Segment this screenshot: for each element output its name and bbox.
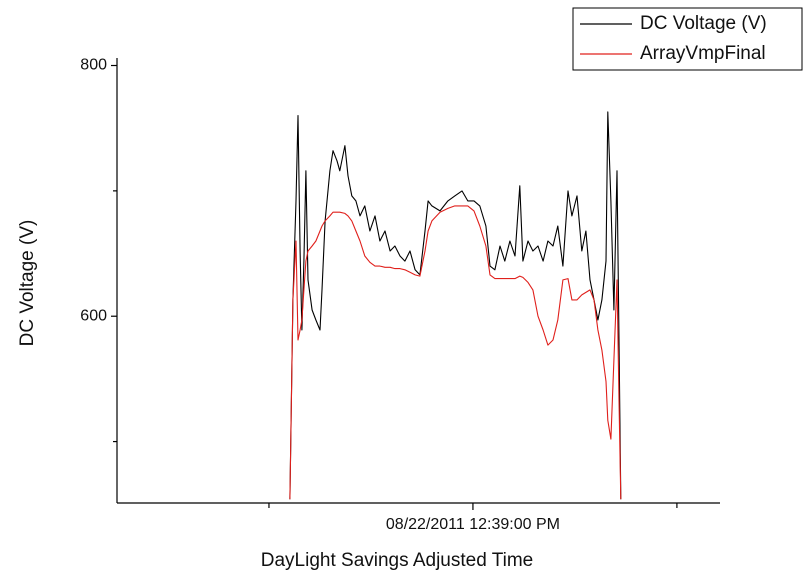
y-axis-title: DC Voltage (V): [17, 220, 38, 347]
legend-box: [572, 7, 803, 71]
plot-area: [289, 111, 622, 500]
y-tick-label: 800: [80, 57, 107, 74]
y-tick-label: 600: [80, 307, 107, 324]
data-line: [289, 205, 622, 500]
legend-label: DC Voltage (V): [640, 13, 767, 34]
x-axis-title: DayLight Savings Adjusted Time: [261, 550, 534, 571]
legend-label: ArrayVmpFinal: [640, 43, 766, 64]
data-line: [289, 111, 622, 500]
x-tick-label: 08/22/2011 12:39:00 PM: [386, 516, 560, 533]
